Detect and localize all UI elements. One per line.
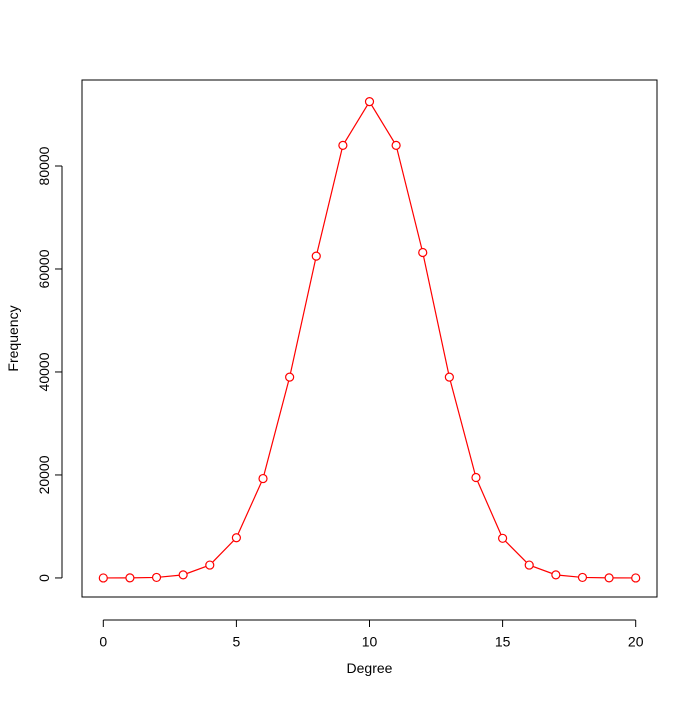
data-point <box>391 140 401 150</box>
data-point <box>418 247 428 258</box>
x-tick-label: 10 <box>362 633 378 649</box>
x-tick-label: 15 <box>495 633 511 649</box>
x-tick-label: 20 <box>628 633 644 649</box>
x-tick-label: 5 <box>232 633 240 649</box>
y-tick-label: 80000 <box>36 146 52 185</box>
y-tick-label: 20000 <box>36 455 52 494</box>
data-point <box>577 572 588 583</box>
x-axis-label: Degree <box>347 660 393 676</box>
data-point <box>471 472 481 483</box>
y-tick-label: 40000 <box>36 352 52 391</box>
data-point <box>125 573 135 583</box>
x-tick-label: 0 <box>99 633 107 649</box>
data-point <box>338 140 348 150</box>
y-axis-label: Frequency <box>5 305 21 371</box>
data-point <box>631 573 641 583</box>
y-tick-label: 0 <box>36 574 52 582</box>
data-point <box>364 97 375 107</box>
data-point <box>444 372 454 382</box>
data-point <box>551 570 561 580</box>
plot-frame <box>81 79 658 598</box>
data-point <box>524 560 534 570</box>
data-point <box>231 533 241 543</box>
data-line <box>103 100 636 579</box>
data-point <box>205 560 215 570</box>
data-point <box>178 570 188 580</box>
data-point <box>311 251 321 261</box>
data-point <box>151 572 162 583</box>
data-point <box>285 372 295 382</box>
data-point <box>98 573 108 583</box>
data-point <box>498 533 508 543</box>
data-point <box>604 573 614 583</box>
data-point <box>258 473 268 484</box>
y-tick-label: 60000 <box>36 249 52 288</box>
